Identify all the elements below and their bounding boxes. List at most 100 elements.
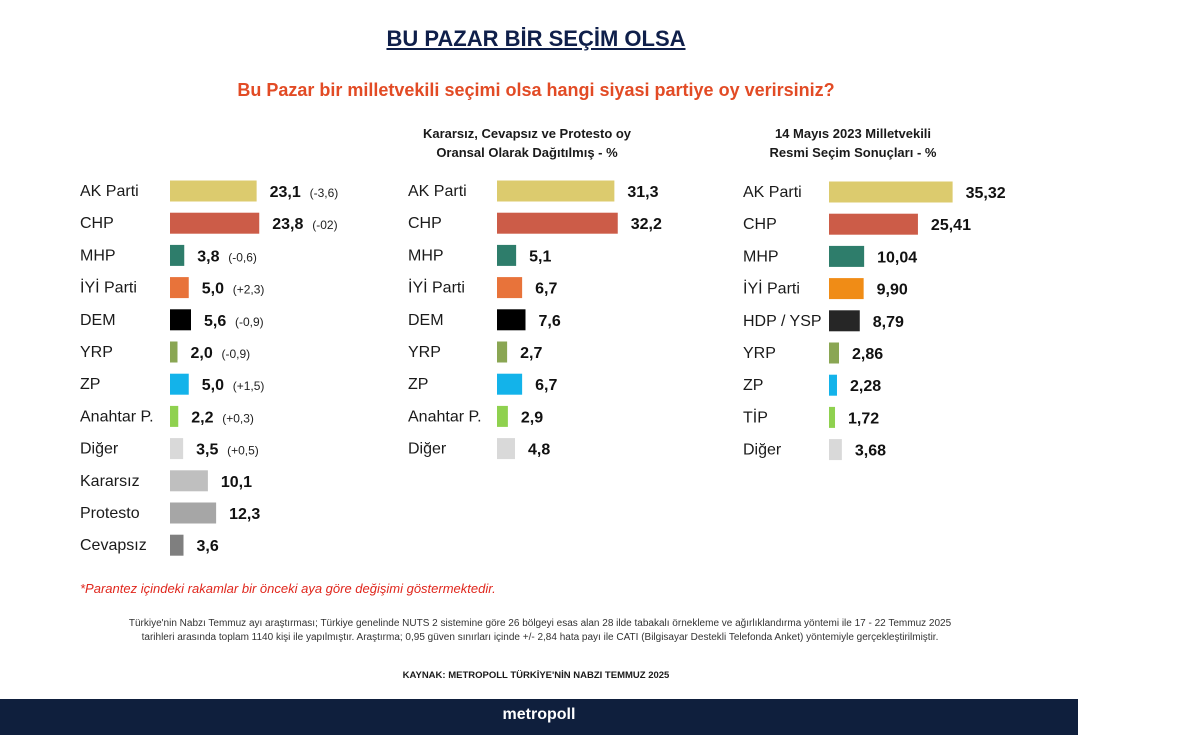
bar	[497, 438, 515, 460]
category-label: MHP	[743, 248, 779, 265]
category-label: ZP	[743, 377, 763, 394]
bar	[497, 341, 508, 363]
bar	[170, 534, 184, 556]
bar	[170, 373, 189, 395]
methodology-note: Türkiye'nin Nabzı Temmuz ayı araştırması…	[60, 617, 1020, 645]
methodology-line-1: Türkiye'nin Nabzı Temmuz ayı araştırması…	[128, 618, 952, 629]
bar	[170, 438, 184, 460]
value-label: 10,04	[877, 249, 917, 266]
value-label: 23,1	[270, 184, 301, 201]
category-label: YRP	[743, 345, 776, 362]
panel-3-title: 14 Mayıs 2023 Milletvekili Resmi Seçim S…	[733, 124, 973, 162]
bar	[829, 181, 953, 203]
panel-2-title: Kararsız, Cevapsız ve Protesto oy Oransa…	[397, 124, 657, 162]
category-label: DEM	[408, 312, 444, 329]
page-subtitle: Bu Pazar bir milletvekili seçimi olsa ha…	[237, 80, 835, 100]
value-label: 2,7	[520, 345, 542, 362]
bar	[170, 405, 179, 427]
category-label: CHP	[743, 216, 777, 233]
panel-2-title-line2: Oransal Olarak Dağıtılmış - %	[436, 145, 618, 160]
bar	[497, 180, 615, 202]
bar	[170, 244, 185, 266]
value-label: 8,79	[873, 314, 904, 331]
value-label: 5,0	[202, 377, 224, 394]
value-label: 2,86	[852, 346, 883, 363]
value-label: 3,5	[196, 442, 218, 459]
category-label: TİP	[743, 407, 768, 426]
change-label: (+0,5)	[227, 444, 259, 458]
page-title: BU PAZAR BİR SEÇİM OLSA	[386, 26, 686, 51]
bar	[829, 245, 865, 267]
source-note: KAYNAK: METROPOLL TÜRKİYE'NİN NABZI TEMM…	[402, 670, 670, 681]
value-label: 2,2	[191, 409, 213, 426]
category-label: MHP	[408, 247, 444, 264]
value-label: 25,41	[931, 217, 971, 234]
methodology-line-2: tarihleri arasında toplam 1140 kişi ile …	[141, 632, 939, 643]
change-label: (-02)	[312, 218, 337, 232]
category-label: Anahtar P.	[408, 408, 482, 425]
bar	[829, 439, 842, 461]
bar	[829, 374, 837, 396]
panel-2-title-line1: Kararsız, Cevapsız ve Protesto oy	[422, 126, 632, 141]
value-label: 6,7	[535, 377, 557, 394]
value-label: 31,3	[627, 184, 658, 201]
category-label: Diğer	[80, 441, 119, 458]
bar	[497, 373, 523, 395]
category-label: İYİ Parti	[743, 279, 800, 298]
value-label: 1,72	[848, 410, 879, 427]
bar	[170, 502, 217, 524]
category-label: Anahtar P.	[80, 408, 154, 425]
category-label: Cevapsız	[80, 537, 147, 554]
category-label: Diğer	[743, 442, 782, 459]
category-label: Protesto	[80, 505, 140, 522]
value-label: 5,6	[204, 313, 226, 330]
category-label: DEM	[80, 312, 116, 329]
panel-3-title-line1: 14 Mayıs 2023 Milletvekili	[774, 126, 932, 141]
category-label: HDP / YSP	[743, 313, 822, 330]
category-label: İYİ Parti	[408, 278, 465, 297]
category-label: Diğer	[408, 441, 447, 458]
metropoll-logo: metropoll	[502, 706, 576, 723]
value-label: 10,1	[221, 474, 252, 491]
footnote: *Parantez içindeki rakamlar bir önceki a…	[80, 581, 496, 596]
bar	[497, 277, 523, 299]
change-label: (+2,3)	[233, 283, 265, 297]
bar	[829, 213, 918, 235]
value-label: 23,8	[272, 216, 303, 233]
bar	[170, 309, 191, 331]
bar	[170, 470, 208, 492]
value-label: 3,68	[855, 443, 886, 460]
value-label: 5,0	[202, 281, 224, 298]
change-label: (-0,9)	[222, 347, 251, 361]
bar	[170, 277, 189, 299]
value-label: 12,3	[229, 506, 260, 523]
category-label: CHP	[408, 215, 442, 232]
category-label: ZP	[408, 376, 428, 393]
bar	[170, 180, 257, 202]
value-label: 2,28	[850, 378, 881, 395]
bar	[170, 212, 260, 234]
change-label: (-3,6)	[310, 186, 339, 200]
value-label: 35,32	[966, 185, 1006, 202]
value-label: 32,2	[631, 216, 662, 233]
value-label: 3,8	[197, 248, 219, 265]
footer-bar: metropoll	[0, 699, 1078, 735]
bar	[497, 309, 526, 331]
category-label: MHP	[80, 247, 116, 264]
category-label: AK Parti	[408, 183, 467, 200]
panel-3-title-line2: Resmi Seçim Sonuçları - %	[769, 145, 937, 160]
bar	[829, 406, 836, 428]
bar	[497, 244, 517, 266]
value-label: 4,8	[528, 442, 550, 459]
value-label: 2,9	[521, 409, 543, 426]
value-label: 2,0	[191, 345, 213, 362]
bar	[829, 342, 840, 364]
category-label: CHP	[80, 215, 114, 232]
change-label: (-0,6)	[228, 250, 257, 264]
value-label: 5,1	[529, 248, 551, 265]
category-label: AK Parti	[80, 183, 139, 200]
change-label: (-0,9)	[235, 315, 264, 329]
category-label: YRP	[408, 344, 441, 361]
value-label: 7,6	[539, 313, 561, 330]
bar-charts: AK Parti 23,1 (-3,6) CHP 23,8 (-02) MHP 3,8 (-0,…	[80, 180, 1006, 556]
